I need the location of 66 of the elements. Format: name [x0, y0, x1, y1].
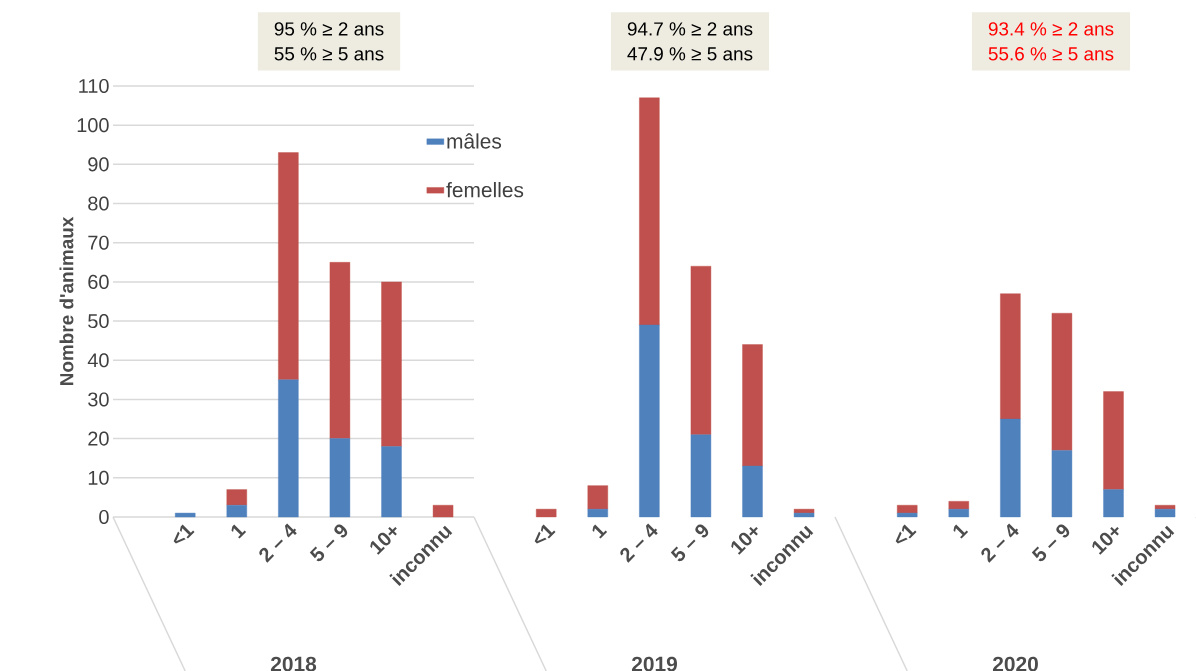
bar: [742, 465, 763, 518]
bar: [948, 508, 969, 518]
x-tick-label: 5 – 9: [670, 524, 709, 562]
y-tick-label: 60: [88, 274, 109, 289]
x-tick-label: 1: [592, 524, 608, 539]
bar: [690, 434, 712, 518]
bar: [1000, 418, 1021, 518]
y-tick-label: 30: [88, 392, 109, 407]
bar: [1103, 391, 1124, 490]
text: 55 % ≥ 5 ans: [274, 47, 384, 61]
x-tick-label: 2 – 4: [981, 523, 1019, 563]
bar: [1051, 313, 1073, 451]
bar: [587, 485, 608, 510]
bar: [897, 512, 918, 518]
bar: [536, 508, 557, 518]
bar: [793, 508, 815, 514]
bar: [1103, 489, 1124, 518]
legend-label: mâles: [447, 133, 502, 149]
x-tick-label: 1: [231, 524, 247, 539]
x-tick-label: 2 – 4: [620, 523, 658, 563]
x-tick-label: <1: [173, 524, 195, 544]
x-tick-label: 5 – 9: [309, 524, 348, 562]
x-tick-label: 1: [953, 524, 969, 539]
bar: [587, 508, 608, 518]
y-tick-label: 10: [88, 470, 109, 485]
bar: [639, 324, 660, 518]
bar: [793, 512, 815, 518]
y-tick-label: 50: [88, 314, 109, 329]
bar: [432, 505, 454, 518]
text: 95 % ≥ 2 ans: [274, 22, 384, 36]
text: 55.6 % ≥ 5 ans: [988, 47, 1114, 61]
legend-label: femelles: [446, 181, 524, 198]
bar: [329, 262, 351, 439]
x-axis-title: 2018: [270, 656, 317, 671]
y-axis-title: Nombre d'animaux: [59, 216, 74, 386]
bar: [1051, 450, 1073, 518]
x-axis-title: 2020: [992, 656, 1038, 671]
text: 93.4 % ≥ 2 ans: [988, 22, 1114, 36]
bar: [1154, 508, 1176, 518]
bar: [742, 344, 763, 467]
bar: [278, 152, 299, 381]
y-tick-label: 110: [79, 78, 109, 94]
text: 47.9 % ≥ 5 ans: [627, 47, 753, 61]
bar: [329, 438, 351, 518]
bar: [175, 512, 196, 518]
y-tick-label: 100: [77, 118, 109, 133]
y-tick-label: 0: [99, 509, 109, 525]
x-axis-title: 2019: [631, 656, 677, 671]
bar: [639, 97, 660, 326]
y-tick-label: 70: [88, 235, 109, 250]
bar: [1000, 293, 1021, 420]
y-tick-label: 40: [87, 353, 109, 368]
x-tick-label: <1: [534, 524, 556, 544]
bar: [381, 446, 402, 518]
y-tick-label: 80: [88, 196, 109, 211]
y-tick-label: 90: [88, 157, 109, 172]
x-tick-label: 5 – 9: [1031, 524, 1070, 562]
bar: [226, 489, 247, 506]
text: 94.7 % ≥ 2 ans: [627, 22, 753, 36]
y-tick-label: 20: [88, 431, 109, 446]
x-tick-label: 2 – 4: [259, 523, 297, 563]
bar: [278, 379, 299, 518]
bar: [226, 505, 247, 518]
bar: [381, 281, 402, 447]
bar: [690, 266, 712, 435]
x-tick-label: <1: [895, 524, 917, 544]
